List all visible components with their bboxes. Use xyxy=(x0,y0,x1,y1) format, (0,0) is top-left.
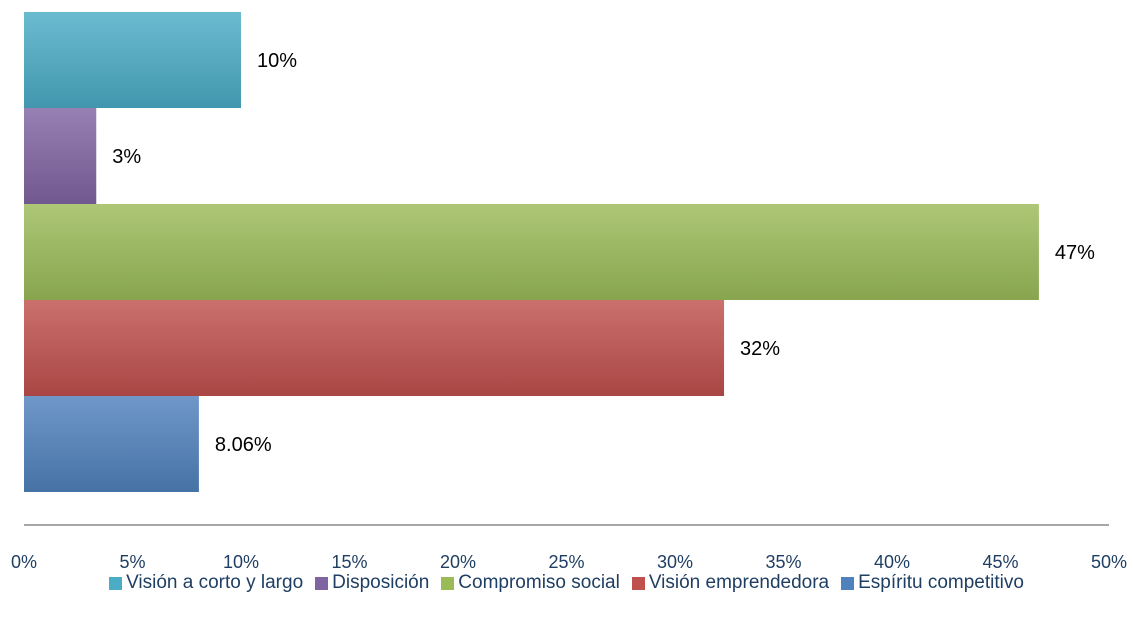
legend-swatch xyxy=(841,576,855,590)
legend-swatch xyxy=(441,576,455,590)
legend-item: Disposición xyxy=(315,572,429,594)
legend-item: Espíritu competitivo xyxy=(841,572,1024,594)
legend-swatch xyxy=(315,576,329,590)
x-tick-label: 40% xyxy=(874,552,910,572)
data-label-2: 3% xyxy=(112,146,141,168)
x-tick-label: 30% xyxy=(657,552,693,572)
legend-item: Visión a corto y largo xyxy=(109,572,303,594)
x-tick-label: 25% xyxy=(548,552,584,572)
data-label-3: 47% xyxy=(1055,242,1095,264)
x-axis-ticks: 0% 5% 10% 15% 20% 25% 30% 35% 40% 45% 50% xyxy=(11,552,1127,572)
legend-swatch xyxy=(109,576,123,590)
legend-item: Visión emprendedora xyxy=(631,572,830,594)
data-labels-group: 10% 3% 47% 32% 8.06% xyxy=(112,50,1095,456)
legend-label: Compromiso social xyxy=(458,572,620,593)
data-label-5: 8.06% xyxy=(215,434,272,456)
bar-5 xyxy=(24,396,199,492)
x-tick-label: 45% xyxy=(982,552,1018,572)
bar-2 xyxy=(24,108,97,204)
x-tick-label: 50% xyxy=(1091,552,1127,572)
legend-label: Visión emprendedora xyxy=(648,572,830,593)
legend-swatch xyxy=(631,576,645,590)
legend-label: Espíritu competitivo xyxy=(858,572,1024,593)
x-tick-label: 5% xyxy=(119,552,145,572)
bars-group xyxy=(24,12,1039,492)
legend-label: Visión a corto y largo xyxy=(126,572,304,593)
x-tick-label: 10% xyxy=(223,552,259,572)
bar-1 xyxy=(24,12,241,108)
legend-label: Disposición xyxy=(332,572,430,593)
x-tick-label: 35% xyxy=(765,552,801,572)
x-tick-label: 20% xyxy=(440,552,476,572)
legend: Visión a corto y largo Disposición Comprom… xyxy=(0,568,1133,598)
data-label-4: 32% xyxy=(740,338,780,360)
bar-3 xyxy=(24,204,1039,300)
data-label-1: 10% xyxy=(257,50,297,72)
x-tick-label: 0% xyxy=(11,552,37,572)
x-tick-label: 15% xyxy=(331,552,367,572)
bar-4 xyxy=(24,300,725,396)
legend-item: Compromiso social xyxy=(441,572,620,594)
